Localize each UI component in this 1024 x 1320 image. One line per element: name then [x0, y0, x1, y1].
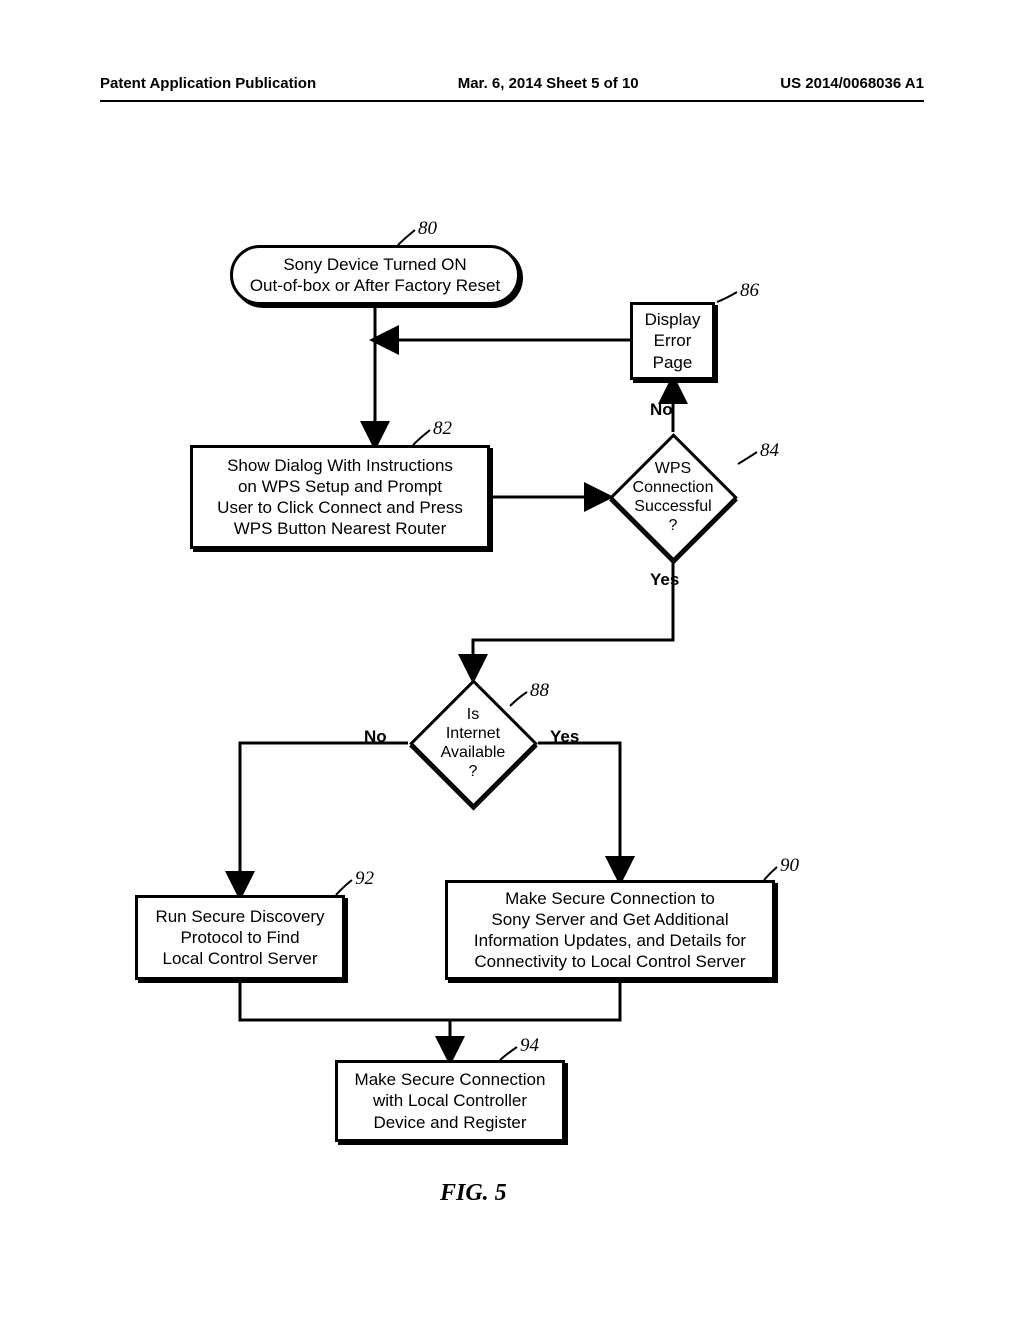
- process-82: Show Dialog With Instructionson WPS Setu…: [190, 445, 490, 549]
- figure-caption: FIG. 5: [440, 1180, 507, 1207]
- ref-label-94: 94: [520, 1035, 539, 1057]
- edge-label-yes_88: Yes: [550, 727, 579, 747]
- edge-label-no_84: No: [650, 400, 673, 420]
- header-rule: [100, 100, 924, 102]
- ref-label-80: 80: [418, 218, 437, 240]
- ref-label-82: 82: [433, 418, 452, 440]
- header-left: Patent Application Publication: [100, 75, 316, 92]
- process-86: DisplayErrorPage: [630, 302, 715, 380]
- ref-label-90: 90: [780, 855, 799, 877]
- process-90: Make Secure Connection toSony Server and…: [445, 880, 775, 980]
- ref-label-84: 84: [760, 440, 779, 462]
- process-94: Make Secure Connectionwith Local Control…: [335, 1060, 565, 1142]
- decision-text-84: WPSConnectionSuccessful?: [608, 432, 738, 562]
- header-center: Mar. 6, 2014 Sheet 5 of 10: [458, 75, 639, 92]
- process-92: Run Secure DiscoveryProtocol to FindLoca…: [135, 895, 345, 980]
- edge-label-no_88: No: [364, 727, 387, 747]
- decision-84: WPSConnectionSuccessful?: [608, 432, 738, 562]
- ref-label-92: 92: [355, 868, 374, 890]
- ref-label-86: 86: [740, 280, 759, 302]
- edge-label-yes_84: Yes: [650, 570, 679, 590]
- decision-88: IsInternetAvailable?: [408, 678, 538, 808]
- ref-label-88: 88: [530, 680, 549, 702]
- terminator-80: Sony Device Turned ONOut-of-box or After…: [230, 245, 520, 305]
- decision-text-88: IsInternetAvailable?: [408, 678, 538, 808]
- header-right: US 2014/0068036 A1: [780, 75, 924, 92]
- page-header: Patent Application Publication Mar. 6, 2…: [0, 75, 1024, 92]
